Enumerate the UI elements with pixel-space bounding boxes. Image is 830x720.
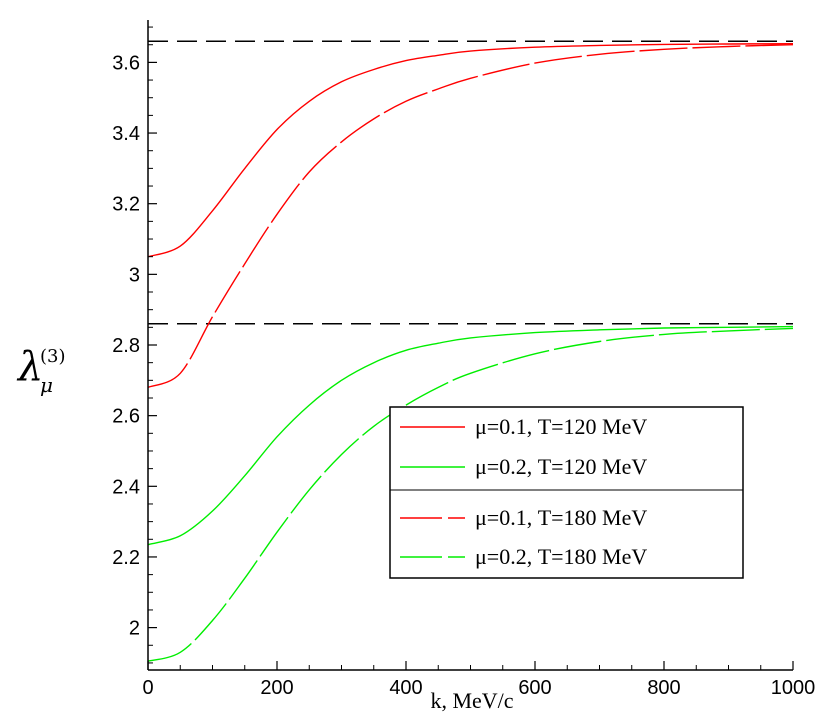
series-line bbox=[147, 325, 794, 546]
y-tick-label: 2.2 bbox=[112, 547, 140, 569]
x-tick-label: 400 bbox=[389, 677, 422, 699]
y-tick-label: 2.4 bbox=[112, 476, 140, 498]
x-axis-title: k, MeV/c bbox=[430, 688, 513, 713]
reference-lines bbox=[148, 40, 793, 325]
y-axis-title: λ μ (3) bbox=[16, 344, 66, 397]
x-tick-label: 1000 bbox=[771, 677, 816, 699]
y-tick-label: 2 bbox=[129, 618, 140, 640]
y-axis-title-main: λ bbox=[16, 344, 43, 390]
legend: μ=0.1, T=120 MeV μ=0.2, T=120 MeV μ=0.1,… bbox=[389, 406, 744, 579]
y-tick-label: 3 bbox=[129, 264, 140, 286]
y-tick-label: 3.6 bbox=[112, 52, 140, 74]
legend-label: μ=0.2, T=120 MeV bbox=[475, 454, 647, 479]
legend-label: μ=0.2, T=180 MeV bbox=[475, 544, 647, 569]
y-tick-label: 2.8 bbox=[112, 335, 140, 357]
legend-label: μ=0.1, T=120 MeV bbox=[475, 414, 647, 439]
legend-label: μ=0.1, T=180 MeV bbox=[475, 505, 647, 530]
y-axis-title-subscript: μ bbox=[40, 373, 53, 397]
y-ticks: 2 2.2 2.4 2.6 2.8 3 3.2 3.4 3.6 bbox=[112, 26, 157, 664]
x-tick-label: 800 bbox=[647, 677, 680, 699]
series-line bbox=[147, 43, 794, 258]
series-line bbox=[147, 44, 794, 389]
x-tick-label: 0 bbox=[142, 677, 153, 699]
y-tick-label: 3.2 bbox=[112, 194, 140, 216]
y-axis-title-superscript: (3) bbox=[40, 346, 66, 367]
y-tick-label: 3.4 bbox=[112, 123, 140, 145]
x-tick-label: 600 bbox=[518, 677, 551, 699]
x-tick-label: 200 bbox=[260, 677, 293, 699]
y-tick-label: 2.6 bbox=[112, 406, 140, 428]
series-layer bbox=[147, 43, 794, 662]
legend-box bbox=[389, 406, 744, 579]
x-ticks: 0 200 400 600 800 1000 bbox=[142, 661, 815, 699]
